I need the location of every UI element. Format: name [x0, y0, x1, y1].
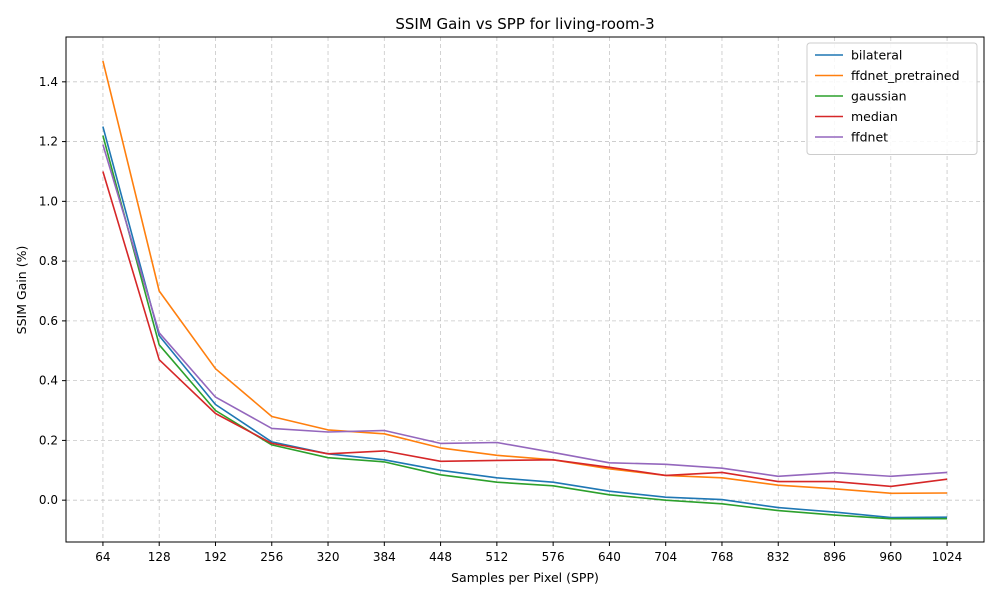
x-tick-label: 832 — [767, 550, 790, 564]
x-tick-label: 576 — [542, 550, 565, 564]
legend-label: median — [851, 109, 898, 124]
y-tick-label: 1.4 — [39, 75, 58, 89]
y-tick-label: 0.4 — [39, 374, 58, 388]
series-line-gaussian — [102, 135, 948, 520]
x-tick-label: 256 — [260, 550, 283, 564]
chart-title: SSIM Gain vs SPP for living-room-3 — [395, 15, 654, 33]
x-tick-label: 960 — [879, 550, 902, 564]
y-tick-label: 0.0 — [39, 493, 58, 507]
x-tick-label: 896 — [823, 550, 846, 564]
legend: bilateral ffdnet_pretrained gaussian median… — [806, 42, 978, 155]
legend-label: gaussian — [851, 89, 907, 104]
series-lines — [102, 60, 948, 520]
grid — [66, 37, 984, 542]
x-tick-label: 640 — [598, 550, 621, 564]
legend-label: ffdnet — [851, 130, 888, 145]
y-axis-title: SSIM Gain (%) — [14, 246, 29, 335]
x-tick-label: 768 — [711, 550, 734, 564]
legend-label: bilateral — [851, 48, 902, 63]
y-axis: 0.0 0.2 0.4 0.6 0.8 1.0 1.2 1.4 — [39, 75, 66, 507]
y-tick-label: 1.2 — [39, 135, 58, 149]
x-tick-label: 320 — [317, 550, 340, 564]
x-tick-label: 64 — [95, 550, 110, 564]
y-tick-label: 0.6 — [39, 314, 58, 328]
x-tick-label: 512 — [485, 550, 508, 564]
y-tick-label: 0.8 — [39, 254, 58, 268]
legend-label: ffdnet_pretrained — [851, 68, 960, 83]
x-tick-label: 384 — [373, 550, 396, 564]
x-tick-label: 1024 — [932, 550, 963, 564]
x-axis: 64 128 192 256 320 384 448 512 576 640 704 768 832 89… — [95, 542, 962, 564]
x-axis-title: Samples per Pixel (SPP) — [451, 570, 599, 585]
x-tick-label: 192 — [204, 550, 227, 564]
x-tick-label: 128 — [148, 550, 171, 564]
y-tick-label: 0.2 — [39, 433, 58, 447]
y-tick-label: 1.0 — [39, 194, 58, 208]
series-line-bilateral — [102, 126, 948, 519]
series-line-ffdnet — [102, 144, 948, 478]
x-tick-label: 448 — [429, 550, 452, 564]
series-line-ffdnet-pretrained — [102, 60, 948, 495]
plot-frame — [65, 36, 985, 543]
x-tick-label: 704 — [654, 550, 677, 564]
series-line-median — [102, 171, 948, 488]
legend-box — [806, 42, 978, 155]
